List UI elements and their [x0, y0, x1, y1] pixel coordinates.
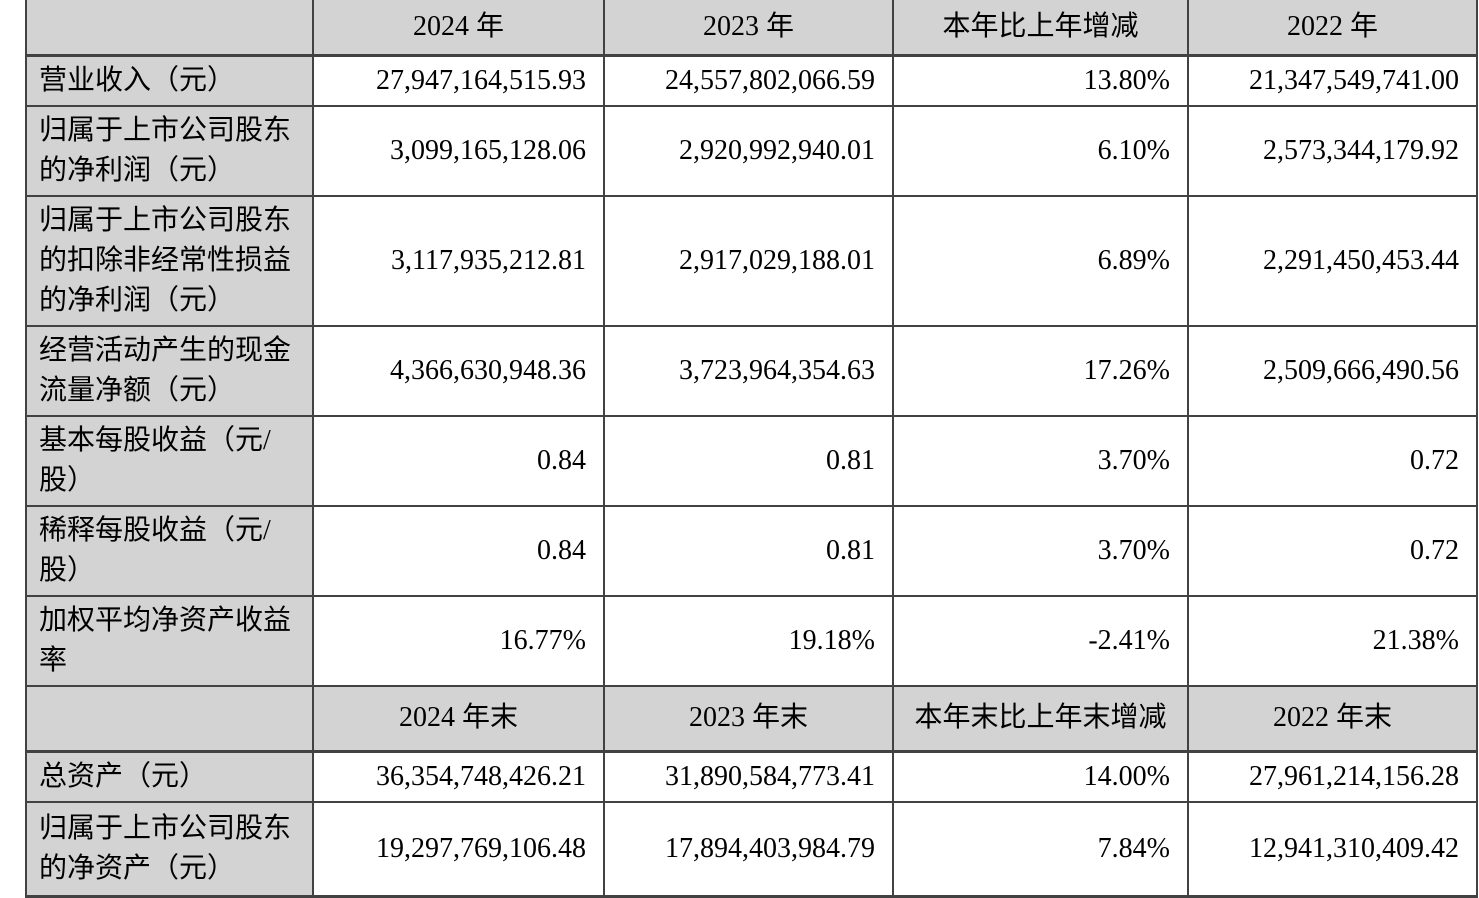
cell-value: -2.41%: [892, 594, 1189, 687]
table-row-basic-eps: 基本每股收益（元/股） 0.84 0.81 3.70% 0.72: [25, 414, 1478, 507]
cell-value: 16.77%: [312, 594, 605, 687]
column-header-2023: 2023 年: [603, 0, 894, 57]
column-header-2024: 2024 年: [312, 0, 605, 57]
column-header-yoy-change: 本年比上年增减: [892, 0, 1189, 57]
cell-value: 19,297,769,106.48: [312, 801, 605, 898]
cell-value: 21,347,549,741.00: [1187, 54, 1478, 107]
cell-value: 3.70%: [892, 504, 1189, 597]
table-row-net-profit-excl-nonrecurring: 归属于上市公司股东的扣除非经常性损益的净利润（元） 3,117,935,212.…: [25, 194, 1478, 327]
row-label: 稀释每股收益（元/股）: [25, 504, 314, 597]
year-header-row: 2024 年 2023 年 本年比上年增减 2022 年: [25, 0, 1478, 57]
table-row-revenue: 营业收入（元） 27,947,164,515.93 24,557,802,066…: [25, 54, 1478, 107]
row-label: 归属于上市公司股东的扣除非经常性损益的净利润（元）: [25, 194, 314, 327]
row-label: 基本每股收益（元/股）: [25, 414, 314, 507]
cell-value: 17.26%: [892, 324, 1189, 417]
row-label: 总资产（元）: [25, 750, 314, 803]
cell-value: 7.84%: [892, 801, 1189, 898]
row-label: 经营活动产生的现金流量净额（元）: [25, 324, 314, 417]
column-header-2022-end: 2022 年末: [1187, 684, 1478, 753]
header-corner-cell: [25, 0, 314, 57]
table-row-net-assets: 归属于上市公司股东的净资产（元） 19,297,769,106.48 17,89…: [25, 801, 1478, 898]
cell-value: 31,890,584,773.41: [603, 750, 894, 803]
column-header-2023-end: 2023 年末: [603, 684, 894, 753]
table-row-net-profit: 归属于上市公司股东的净利润（元） 3,099,165,128.06 2,920,…: [25, 104, 1478, 197]
table-row-total-assets: 总资产（元） 36,354,748,426.21 31,890,584,773.…: [25, 750, 1478, 803]
cell-value: 2,509,666,490.56: [1187, 324, 1478, 417]
cell-value: 2,291,450,453.44: [1187, 194, 1478, 327]
row-label: 加权平均净资产收益率: [25, 594, 314, 687]
cell-value: 2,920,992,940.01: [603, 104, 894, 197]
cell-value: 17,894,403,984.79: [603, 801, 894, 898]
cell-value: 19.18%: [603, 594, 894, 687]
cell-value: 13.80%: [892, 54, 1189, 107]
column-header-yearend-change: 本年末比上年末增减: [892, 684, 1189, 753]
cell-value: 0.84: [312, 414, 605, 507]
cell-value: 2,917,029,188.01: [603, 194, 894, 327]
cell-value: 27,947,164,515.93: [312, 54, 605, 107]
cell-value: 0.72: [1187, 414, 1478, 507]
row-label: 营业收入（元）: [25, 54, 314, 107]
cell-value: 12,941,310,409.42: [1187, 801, 1478, 898]
key-accounting-data-table: 2024 年 2023 年 本年比上年增减 2022 年 营业收入（元） 27,…: [25, 0, 1478, 898]
cell-value: 0.81: [603, 504, 894, 597]
table-row-operating-cash-flow: 经营活动产生的现金流量净额（元） 4,366,630,948.36 3,723,…: [25, 324, 1478, 417]
row-label: 归属于上市公司股东的净资产（元）: [25, 801, 314, 898]
row-label: 归属于上市公司股东的净利润（元）: [25, 104, 314, 197]
column-header-2024-end: 2024 年末: [312, 684, 605, 753]
financial-summary-table: 2024 年 2023 年 本年比上年增减 2022 年 营业收入（元） 27,…: [25, 0, 1478, 898]
cell-value: 3,099,165,128.06: [312, 104, 605, 197]
cell-value: 0.81: [603, 414, 894, 507]
cell-value: 27,961,214,156.28: [1187, 750, 1478, 803]
cell-value: 21.38%: [1187, 594, 1478, 687]
cell-value: 2,573,344,179.92: [1187, 104, 1478, 197]
cell-value: 3,723,964,354.63: [603, 324, 894, 417]
yearend-header-row: 2024 年末 2023 年末 本年末比上年末增减 2022 年末: [25, 684, 1478, 753]
table-row-diluted-eps: 稀释每股收益（元/股） 0.84 0.81 3.70% 0.72: [25, 504, 1478, 597]
column-header-2022: 2022 年: [1187, 0, 1478, 57]
table-row-weighted-avg-roe: 加权平均净资产收益率 16.77% 19.18% -2.41% 21.38%: [25, 594, 1478, 687]
cell-value: 14.00%: [892, 750, 1189, 803]
cell-value: 6.89%: [892, 194, 1189, 327]
cell-value: 0.84: [312, 504, 605, 597]
cell-value: 0.72: [1187, 504, 1478, 597]
cell-value: 24,557,802,066.59: [603, 54, 894, 107]
cell-value: 4,366,630,948.36: [312, 324, 605, 417]
header-corner-cell: [25, 684, 314, 753]
cell-value: 3,117,935,212.81: [312, 194, 605, 327]
cell-value: 3.70%: [892, 414, 1189, 507]
cell-value: 6.10%: [892, 104, 1189, 197]
cell-value: 36,354,748,426.21: [312, 750, 605, 803]
